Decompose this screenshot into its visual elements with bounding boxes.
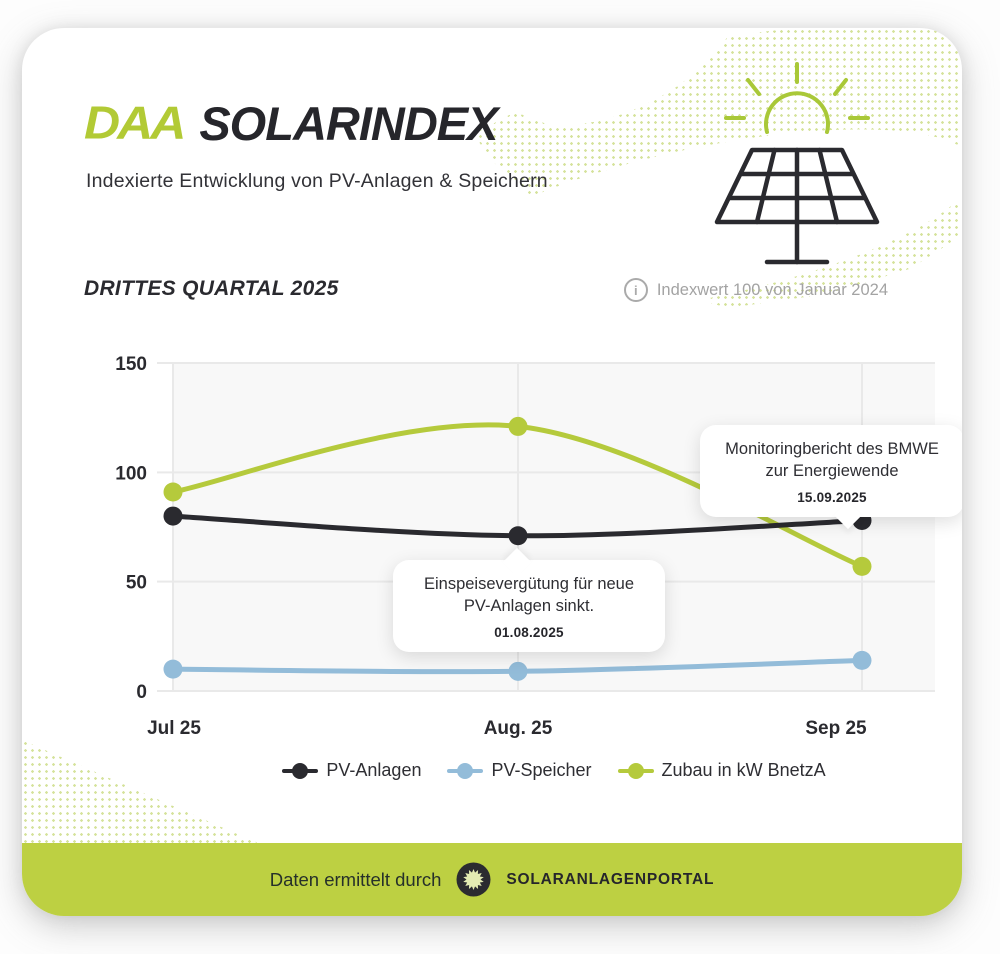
legend-marker-icon xyxy=(447,762,484,779)
svg-text:100: 100 xyxy=(115,463,147,484)
index-note-label: Indexwert 100 von Januar 2024 xyxy=(656,280,888,299)
annotation-einspeiseverguetung: Einspeisevergütung für neue PV-Anlagen s… xyxy=(393,560,665,652)
index-note: Indexwert 100 von Januar 2024 xyxy=(623,278,888,302)
annotation-monitoringbericht: Monitoringbericht des BMWE zur Energiewe… xyxy=(700,425,962,517)
footer-brand: SOLARANLAGENPORTAL xyxy=(506,870,715,888)
solar-panel-sun-icon xyxy=(682,50,912,290)
legend-marker-icon xyxy=(282,762,319,779)
svg-text:150: 150 xyxy=(115,354,147,375)
chart-title: DRITTES QUARTAL 2025 xyxy=(84,277,339,300)
annotation-date: 15.09.2025 xyxy=(797,489,867,505)
svg-text:0: 0 xyxy=(136,682,147,703)
legend-item: Zubau in kW BnetzA xyxy=(617,760,826,781)
infographic-card: DAA SOLARINDEX Indexierte Entwicklung vo… xyxy=(22,28,962,916)
legend-label: Zubau in kW BnetzA xyxy=(661,760,826,780)
footer-band: Daten ermittelt durch SOLARANLAGENPORTAL xyxy=(22,843,962,916)
legend-item: PV-Speicher xyxy=(447,760,592,781)
chart-legend: PV-Anlagen PV-Speicher Zubau in kW BnetzA xyxy=(173,760,935,781)
legend-label: PV-Speicher xyxy=(491,760,592,780)
annotation-text: zur Energiewende xyxy=(765,461,899,480)
info-icon xyxy=(623,278,648,302)
legend-marker-icon xyxy=(617,762,654,779)
annotation-text: PV-Anlagen sinkt. xyxy=(463,596,595,615)
page-subtitle: Indexierte Entwicklung von PV-Anlagen & … xyxy=(86,170,548,192)
annotation-text: Monitoringbericht des BMWE xyxy=(725,440,939,458)
line-chart: 0 50 100 150 Jul 25 Aug. 25 Sep 25 xyxy=(115,354,935,739)
legend-item: PV-Anlagen xyxy=(282,760,421,781)
annotation-date: 01.08.2025 xyxy=(494,624,564,640)
annotation-text: Einspeisevergütung für neue xyxy=(423,575,635,593)
svg-text:Sep 25: Sep 25 xyxy=(805,718,867,739)
legend-label: PV-Anlagen xyxy=(326,760,422,780)
svg-text:Aug. 25: Aug. 25 xyxy=(484,718,553,739)
svg-text:Jul 25: Jul 25 xyxy=(147,718,201,739)
sunburst-icon xyxy=(456,862,491,897)
footer-text: Daten ermittelt durch xyxy=(269,868,442,890)
page-title: SOLARINDEX xyxy=(199,97,498,150)
svg-text:50: 50 xyxy=(126,573,147,594)
daa-logo: DAA xyxy=(84,97,186,149)
header-logo-row: DAA SOLARINDEX xyxy=(84,94,498,152)
